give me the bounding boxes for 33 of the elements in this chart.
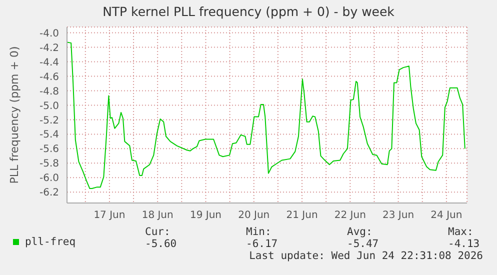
text: Last update: Wed Jun 24 22:31:08 2026 bbox=[249, 250, 483, 262]
y-tick-label: -4.2 bbox=[39, 42, 59, 54]
legend-label: pll-freq bbox=[25, 236, 76, 248]
x-tick-label: 19 Jun bbox=[190, 210, 222, 222]
text: Min: bbox=[246, 226, 272, 238]
text: Avg: bbox=[347, 226, 372, 238]
y-tick-label: -5.8 bbox=[39, 158, 59, 170]
line-series bbox=[67, 42, 466, 190]
y-tick-label: -6.0 bbox=[39, 173, 59, 184]
x-tick-label: 22 Jun bbox=[334, 210, 366, 222]
y-tick-label: -4.4 bbox=[39, 57, 59, 68]
y-tick-label: -5.4 bbox=[39, 130, 59, 141]
text: Cur: bbox=[145, 226, 170, 238]
text: -5.60 bbox=[145, 238, 177, 250]
text: -4.13 bbox=[448, 238, 480, 250]
y-tick-label: -4.0 bbox=[39, 28, 59, 40]
chart-title: NTP kernel PLL frequency (ppm + 0) - by week bbox=[102, 4, 396, 19]
x-tick-label: 23 Jun bbox=[382, 210, 414, 222]
x-tick-label: 17 Jun bbox=[94, 210, 126, 222]
text: -6.17 bbox=[246, 238, 278, 250]
x-tick-label: 21 Jun bbox=[286, 210, 318, 222]
y-tick-label: -5.2 bbox=[39, 115, 59, 126]
y-axis-title: PLL frequency (ppm + 0) bbox=[8, 46, 21, 184]
y-tick-label: -5.6 bbox=[39, 144, 59, 156]
y-tick-label: -4.8 bbox=[39, 86, 59, 98]
x-tick-label: 24 Jun bbox=[430, 210, 462, 222]
text: -5.47 bbox=[347, 238, 379, 250]
x-tick-label: 20 Jun bbox=[238, 210, 270, 222]
text: Max: bbox=[448, 226, 474, 238]
y-tick-label: -5.0 bbox=[39, 100, 59, 112]
y-tick-label: -4.6 bbox=[39, 72, 59, 83]
y-tick-label: -6.2 bbox=[39, 188, 59, 199]
x-tick-label: 18 Jun bbox=[142, 210, 174, 222]
